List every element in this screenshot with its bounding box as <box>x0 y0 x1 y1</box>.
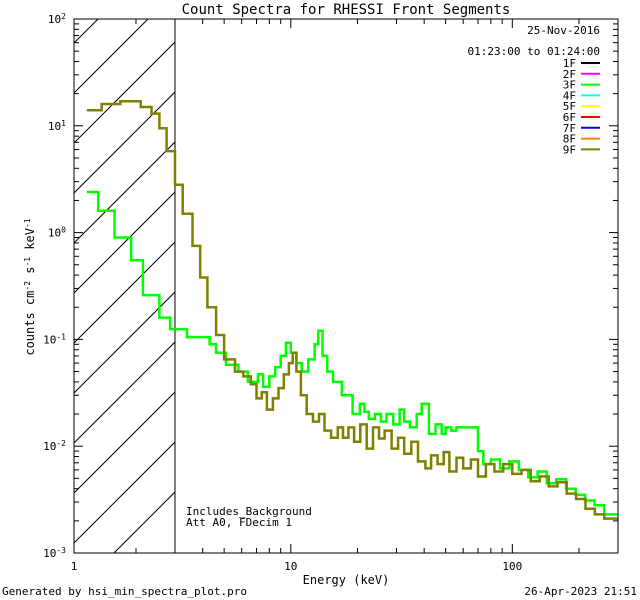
y-tick-label: 100 <box>48 225 66 240</box>
legend-label-6F: 6F <box>563 111 576 124</box>
series-line-9F <box>86 99 618 520</box>
hatch-line <box>74 41 175 144</box>
y-tick-label: 10-1 <box>43 332 66 347</box>
x-axis-label: Energy (keV) <box>303 573 390 587</box>
hatch-line <box>74 391 175 494</box>
x-tick-label: 1 <box>71 560 78 573</box>
legend-label-1F: 1F <box>563 57 576 70</box>
chart-title: Count Spectra for RHESSI Front Segments <box>182 2 511 18</box>
observation-time-range: 01:23:00 to 01:24:00 <box>468 45 600 58</box>
hatch-line <box>74 91 175 194</box>
observation-date: 25-Nov-2016 <box>527 24 600 37</box>
axis-ticks: 10-3 10-2 10-1 100 101 102 1 10 100 <box>43 12 619 573</box>
legend-label-4F: 4F <box>563 89 576 102</box>
legend-label-8F: 8F <box>563 133 576 146</box>
footer-generated-by: Generated by hsi_min_spectra_plot.pro <box>2 585 247 598</box>
y-tick-label: 101 <box>48 118 66 133</box>
y-axis-label-main: counts cm <box>23 291 37 356</box>
series-line-3F <box>86 190 618 516</box>
hatch-line <box>74 441 175 544</box>
annotation-attenuator: Att A0, FDecim 1 <box>186 516 292 529</box>
legend-label-2F: 2F <box>563 68 576 81</box>
y-axis-label-sup3: -1 <box>23 218 32 228</box>
y-axis-label-sup1: -2 <box>23 281 32 291</box>
y-axis-label-end: keV <box>23 228 37 257</box>
legend-label-3F: 3F <box>563 79 576 92</box>
series-group <box>86 99 618 520</box>
hatch-line <box>74 241 175 344</box>
footer-timestamp: 26-Apr-2023 21:51 <box>524 585 637 598</box>
y-axis-label-sup2: -1 <box>23 257 32 267</box>
y-tick-label: 10-2 <box>43 439 66 454</box>
hatch-line <box>74 191 175 294</box>
y-tick-label: 10-3 <box>43 546 66 561</box>
x-tick-label: 100 <box>502 560 522 573</box>
x-tick-label: 10 <box>284 560 297 573</box>
legend-label-7F: 7F <box>563 122 576 135</box>
y-axis-label: counts cm-2 s-1 keV-1 <box>23 218 38 355</box>
y-axis-label-mid: s <box>23 267 37 281</box>
plot-frame <box>73 18 619 554</box>
legend-label-5F: 5F <box>563 100 576 113</box>
y-tick-label: 102 <box>48 12 66 27</box>
annotation-background: Includes_Background <box>186 505 312 518</box>
hatch-line <box>113 491 175 553</box>
hatch-line <box>74 291 175 394</box>
hatch-line <box>74 341 175 444</box>
legend-label-9F: 9F <box>563 143 576 156</box>
